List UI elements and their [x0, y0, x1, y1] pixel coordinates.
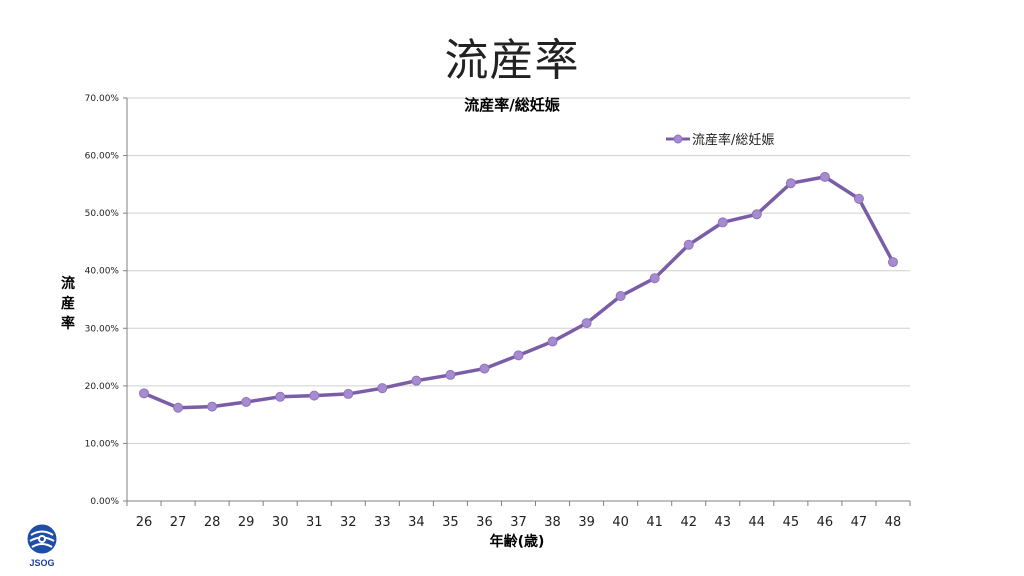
x-tick-label: 35	[442, 515, 459, 530]
data-point	[717, 217, 728, 228]
x-tick-label: 40	[612, 515, 629, 530]
data-point	[547, 336, 558, 347]
data-point	[275, 391, 286, 402]
y-tick-label: 20.00%	[85, 382, 120, 392]
x-tick-label: 27	[170, 515, 187, 530]
data-point	[785, 178, 796, 189]
x-tick-label: 48	[885, 515, 902, 530]
data-point	[853, 193, 864, 204]
y-tick-label: 10.00%	[85, 439, 120, 449]
x-tick-label: 28	[204, 515, 221, 530]
x-tick-label: 30	[272, 515, 289, 530]
x-tick-label: 45	[783, 515, 800, 530]
data-point	[649, 273, 660, 284]
logo-text: JSOG	[29, 558, 55, 568]
data-point	[683, 239, 694, 250]
y-tick-label: 50.00%	[85, 209, 120, 219]
data-point	[207, 401, 218, 412]
y-axis-label: 流産率	[61, 275, 75, 332]
data-point	[751, 209, 762, 220]
series-line	[143, 175, 895, 410]
legend-label: 流産率/総妊娠	[692, 132, 774, 148]
data-point	[513, 350, 524, 361]
y-tick-label: 60.00%	[85, 152, 120, 162]
data-point	[887, 257, 898, 268]
data-point	[581, 318, 592, 329]
x-tick-label: 47	[851, 515, 868, 530]
x-tick-label: 32	[340, 515, 357, 530]
axis-layer: 0.00% 10.00% 20.00% 30.00% 40.00% 50.00% 60.00…	[85, 94, 911, 530]
y-tick-label: 40.00%	[85, 267, 120, 277]
y-axis-label-char: 流	[61, 275, 75, 292]
legend-marker	[673, 134, 683, 144]
x-axis-label: 年齢(歳)	[490, 533, 545, 550]
data-point	[139, 388, 150, 399]
x-tick-label: 44	[749, 515, 766, 530]
data-point	[819, 171, 830, 182]
x-tick-label: 38	[544, 515, 561, 530]
chart-title: 流産率/総妊娠	[464, 96, 560, 114]
x-tick-label: 33	[374, 515, 391, 530]
y-tick-label: 30.00%	[85, 324, 120, 334]
y-tick-label: 70.00%	[85, 94, 120, 104]
jsog-logo: JSOG	[22, 522, 62, 572]
x-tick-label: 39	[578, 515, 595, 530]
y-axis-label-char: 産	[61, 295, 75, 312]
x-tick-label: 34	[408, 515, 425, 530]
data-point	[411, 375, 422, 386]
legend: 流産率/総妊娠	[666, 132, 774, 148]
globe-icon	[26, 523, 58, 555]
y-tick-label: 0.00%	[90, 497, 119, 507]
data-point	[309, 390, 320, 401]
series-layer	[139, 171, 898, 413]
x-tick-label: 26	[136, 515, 153, 530]
x-tick-label: 41	[646, 515, 663, 530]
x-tick-label: 31	[306, 515, 323, 530]
x-tick-label: 43	[714, 515, 731, 530]
data-point	[173, 402, 184, 413]
data-point	[343, 388, 354, 399]
data-point	[377, 383, 388, 394]
x-tick-label: 36	[476, 515, 493, 530]
slide-title: 流産率	[444, 35, 580, 86]
y-axis-label-char: 率	[61, 315, 75, 332]
x-tick-label: 29	[238, 515, 255, 530]
x-tick-label: 42	[680, 515, 697, 530]
x-tick-label: 46	[817, 515, 834, 530]
data-point	[615, 291, 626, 302]
data-point	[479, 363, 490, 374]
data-point	[241, 396, 252, 407]
grid-layer	[127, 97, 910, 444]
data-point	[445, 369, 456, 380]
x-tick-label: 37	[510, 515, 527, 530]
